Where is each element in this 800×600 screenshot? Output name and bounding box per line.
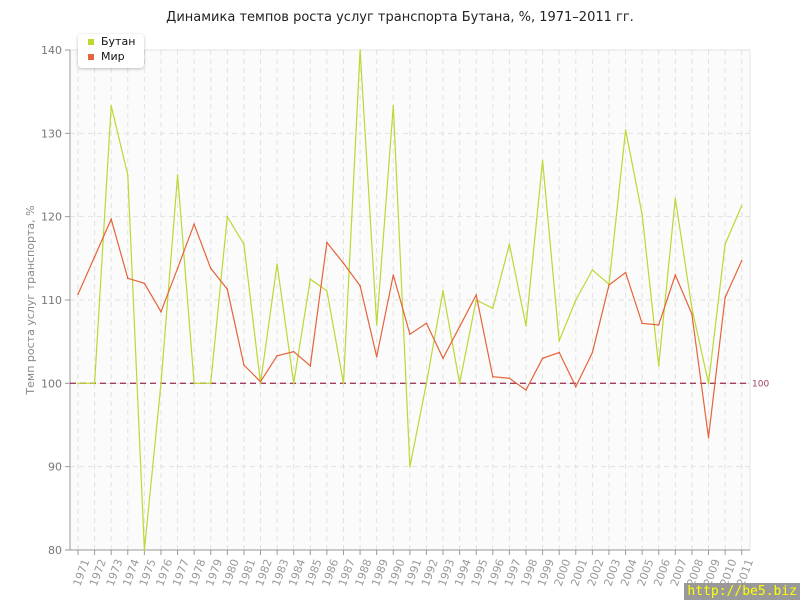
data-point <box>77 293 79 295</box>
data-point <box>691 313 693 315</box>
reference-line-label: 100 <box>752 379 769 389</box>
data-point <box>624 129 627 131</box>
data-point <box>209 382 212 385</box>
legend-item-bhutan: Бутан <box>78 34 144 49</box>
data-point <box>309 365 312 367</box>
data-point <box>475 294 478 296</box>
data-point <box>641 213 643 215</box>
data-point <box>93 255 96 258</box>
data-point <box>392 274 395 276</box>
data-point <box>143 549 146 551</box>
legend-item-world: Мир <box>78 49 144 64</box>
data-point <box>425 322 428 325</box>
data-point <box>508 243 511 245</box>
data-point <box>492 375 494 378</box>
data-point <box>409 465 411 468</box>
data-point <box>525 325 527 327</box>
data-point <box>558 340 560 342</box>
data-point <box>641 322 643 325</box>
data-point <box>492 307 494 310</box>
data-point <box>226 215 229 218</box>
data-point <box>591 351 594 354</box>
data-point <box>541 160 544 162</box>
data-point <box>126 277 129 280</box>
legend-label: Мир <box>101 50 125 63</box>
data-point <box>143 282 146 285</box>
data-point <box>243 243 245 245</box>
data-point <box>309 278 312 280</box>
y-tick-label: 100 <box>41 377 62 390</box>
data-point <box>425 382 428 385</box>
data-point <box>359 49 361 51</box>
data-point <box>707 436 710 439</box>
data-point <box>160 310 162 313</box>
data-point <box>176 267 179 270</box>
data-point <box>608 284 610 286</box>
data-point <box>160 382 162 385</box>
data-point <box>724 243 726 245</box>
data-point <box>93 382 96 385</box>
data-point <box>458 325 461 328</box>
data-point <box>226 288 229 290</box>
data-point <box>574 385 577 388</box>
data-point <box>657 365 660 367</box>
data-point <box>458 382 461 385</box>
data-point <box>126 174 129 176</box>
data-point <box>193 382 195 385</box>
legend-swatch <box>88 38 94 45</box>
data-point <box>674 197 677 200</box>
y-tick-label: 140 <box>41 44 62 57</box>
y-tick-label: 80 <box>48 544 62 557</box>
data-point <box>292 350 295 353</box>
watermark[interactable]: http://be5.biz <box>684 583 800 600</box>
data-point <box>176 174 179 176</box>
data-point <box>110 218 112 220</box>
data-point <box>276 355 278 357</box>
data-point <box>724 296 726 299</box>
data-point <box>442 357 444 360</box>
data-point <box>624 271 627 274</box>
data-point <box>674 274 677 276</box>
data-point <box>359 285 361 287</box>
data-point <box>326 241 328 244</box>
data-point <box>591 269 594 271</box>
data-point <box>193 223 195 225</box>
data-point <box>259 382 262 385</box>
data-point <box>657 324 660 326</box>
y-tick-label: 110 <box>41 294 62 307</box>
data-point <box>292 382 295 385</box>
chart-title: Динамика темпов роста услуг транспорта Б… <box>166 10 634 25</box>
data-point <box>442 290 444 292</box>
data-point <box>541 357 544 360</box>
data-point <box>525 389 527 391</box>
data-point <box>558 351 560 354</box>
y-tick-label: 130 <box>41 127 62 140</box>
data-point <box>110 105 112 107</box>
y-tick-label: 120 <box>41 211 62 224</box>
y-axis-label: Темп роста услуг транспорта, % <box>24 205 37 395</box>
data-point <box>574 299 577 301</box>
data-point <box>740 260 743 262</box>
data-point <box>259 380 262 383</box>
data-point <box>375 324 378 326</box>
y-tick-label: 90 <box>48 461 62 474</box>
data-point <box>707 382 710 385</box>
legend: Бутан Мир <box>78 34 144 68</box>
legend-label: Бутан <box>101 35 136 48</box>
data-point <box>409 333 411 335</box>
data-point <box>740 205 743 207</box>
data-point <box>243 364 245 366</box>
data-point <box>326 290 328 292</box>
data-point <box>375 355 378 358</box>
data-point <box>77 382 79 385</box>
data-point <box>276 263 278 265</box>
data-point <box>691 307 693 310</box>
data-point <box>392 105 395 107</box>
legend-swatch <box>88 53 94 60</box>
data-point <box>508 377 511 380</box>
data-point <box>342 382 345 385</box>
data-point <box>342 262 345 265</box>
data-point <box>209 267 212 270</box>
